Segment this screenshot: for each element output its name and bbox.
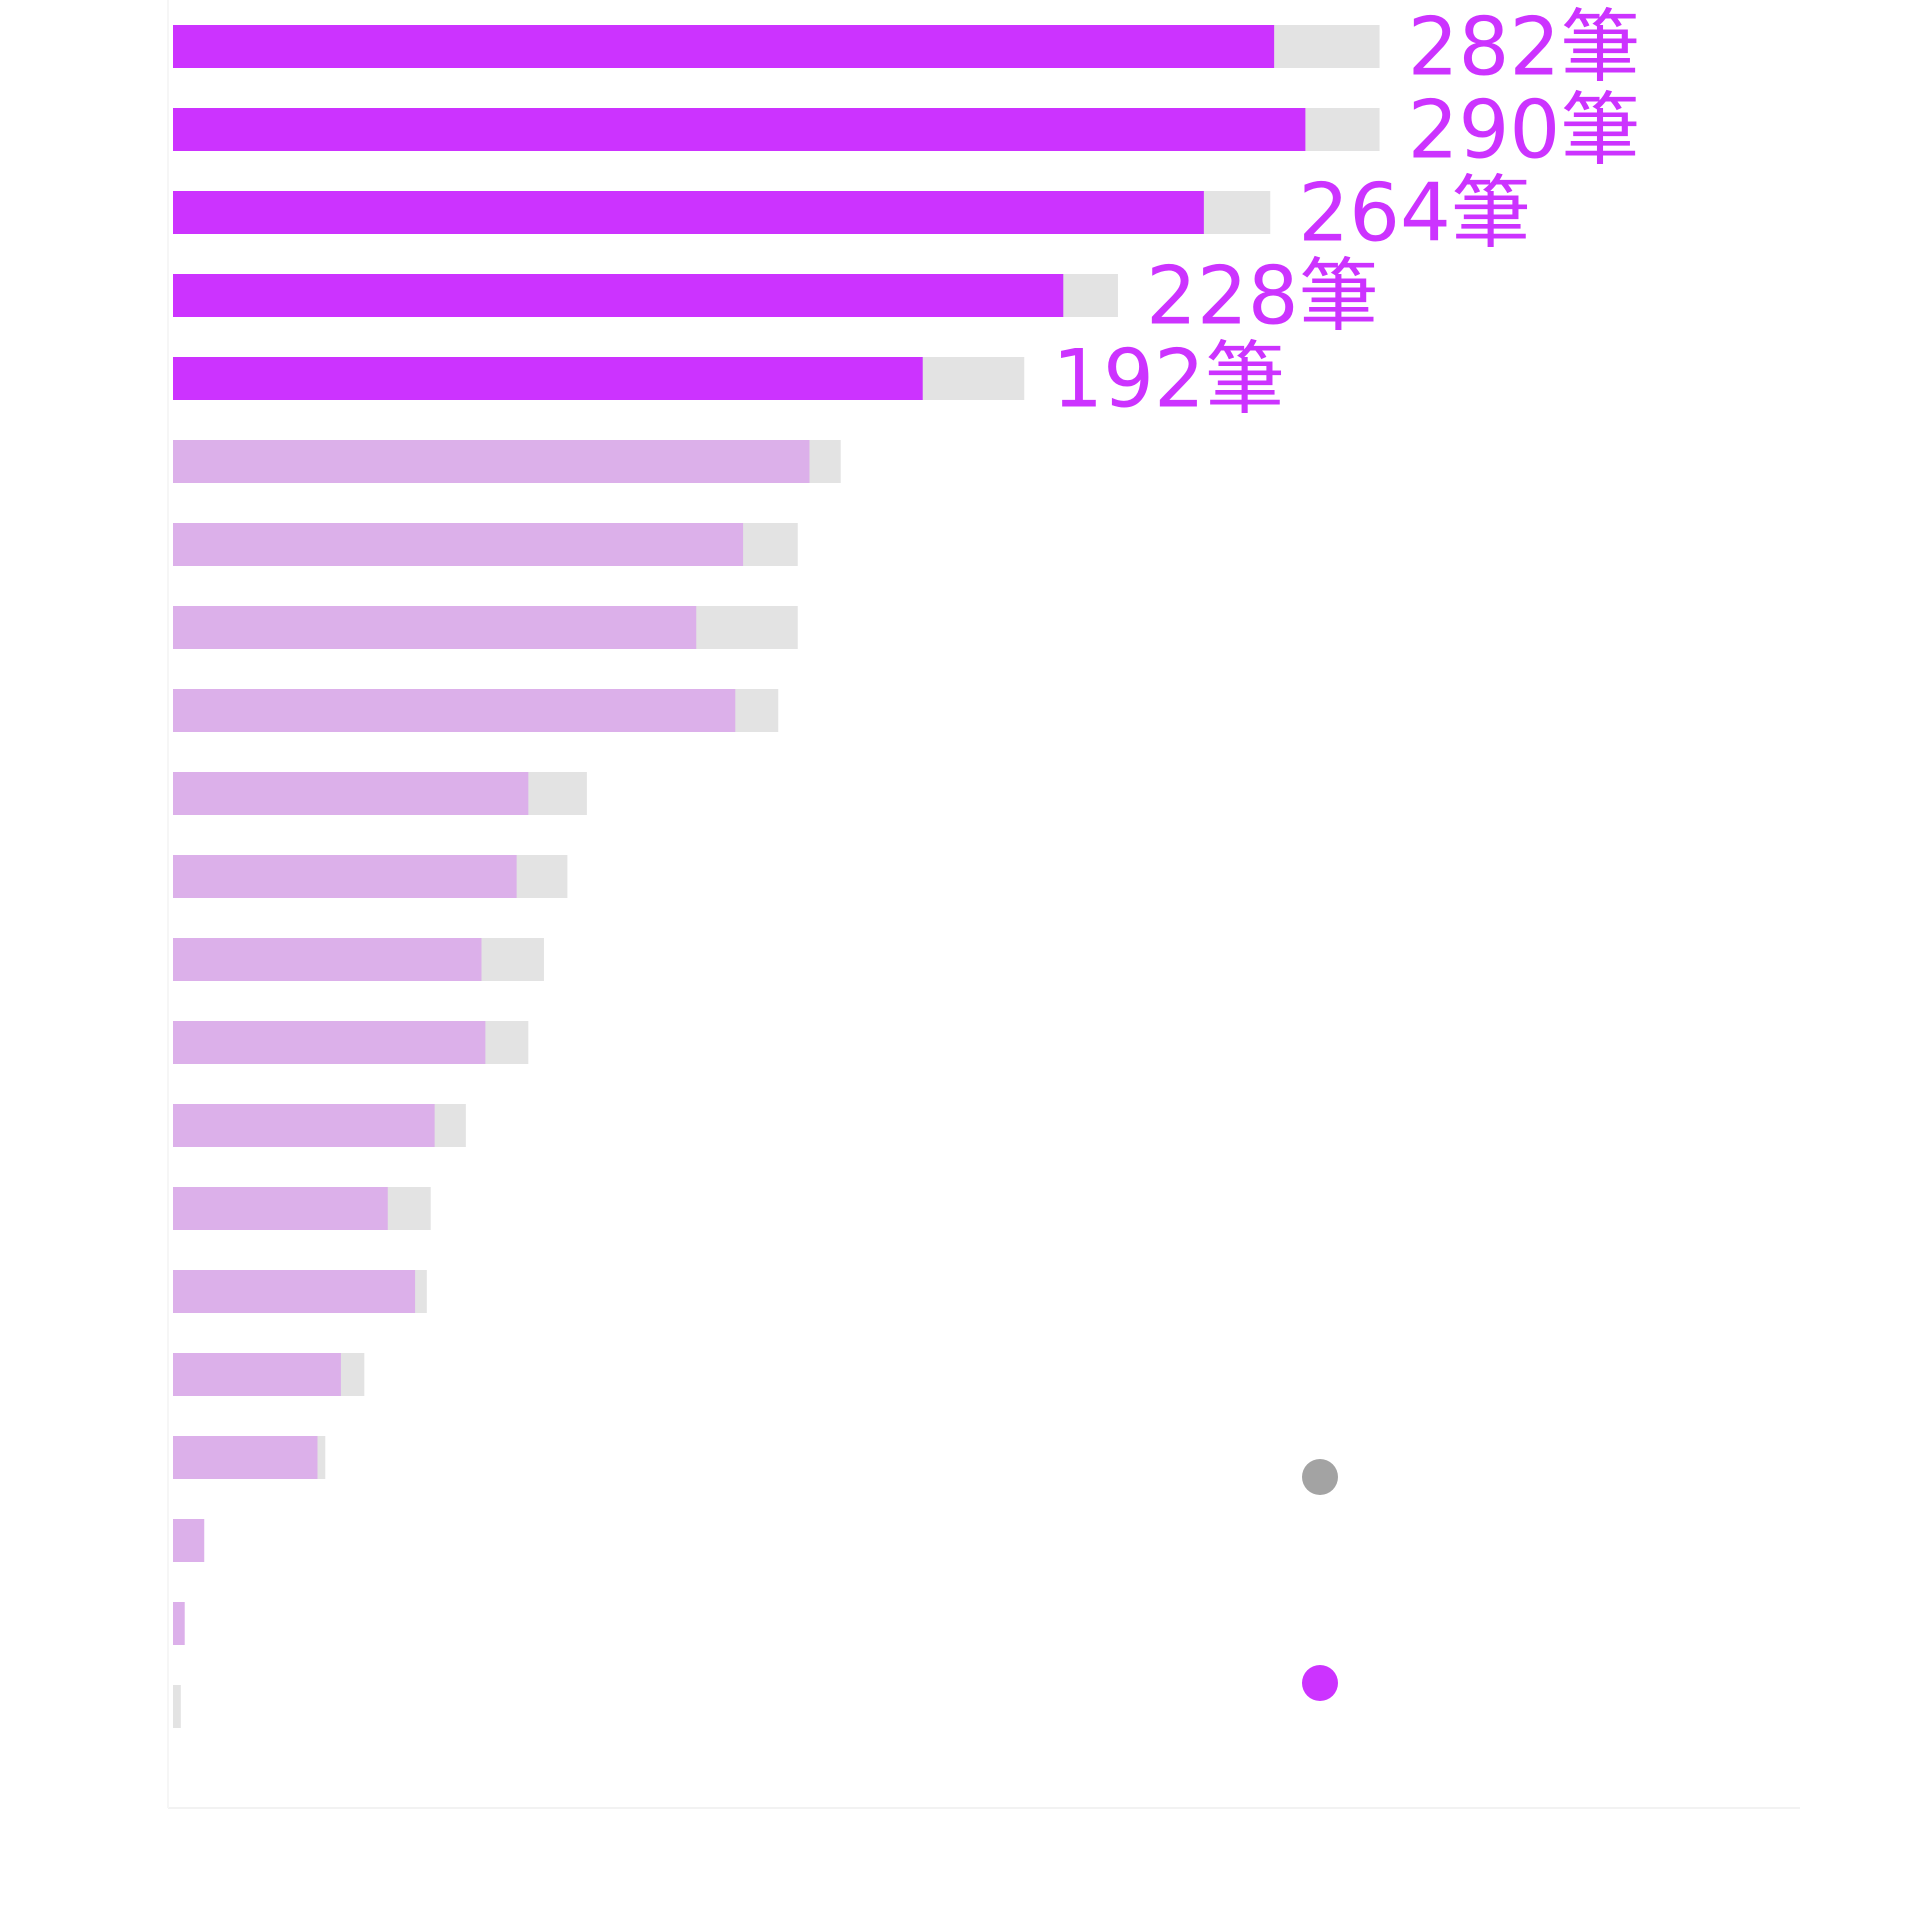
data-label-0: 282筆 [1408, 1, 1641, 94]
bar-value-11 [173, 938, 482, 981]
bars-group [167, 0, 1800, 1809]
bar-value-5 [173, 440, 810, 483]
bar-value-12 [173, 1021, 486, 1064]
bar-value-9 [173, 772, 529, 815]
bar-value-1 [173, 108, 1306, 151]
legend [1302, 1459, 1338, 1701]
data-label-4: 192筆 [1052, 333, 1285, 426]
bar-total-20 [173, 1685, 181, 1728]
bar-value-2 [173, 191, 1204, 234]
legend-marker-1 [1302, 1665, 1338, 1701]
bar-value-6 [173, 523, 744, 566]
bar-value-3 [173, 274, 1064, 317]
bar-value-13 [173, 1104, 435, 1147]
data-label-2: 264筆 [1298, 167, 1531, 260]
bar-value-7 [173, 606, 697, 649]
bar-value-4 [173, 357, 923, 400]
bar-value-8 [173, 689, 736, 732]
bar-value-16 [173, 1353, 341, 1396]
bar-value-10 [173, 855, 517, 898]
bar-value-17 [173, 1436, 318, 1479]
bar-value-15 [173, 1270, 416, 1313]
bar-value-19 [173, 1602, 185, 1645]
bar-value-14 [173, 1187, 388, 1230]
data-label-1: 290筆 [1408, 84, 1641, 177]
data-label-3: 228筆 [1146, 250, 1379, 343]
bar-value-0 [173, 25, 1275, 68]
legend-marker-0 [1302, 1459, 1338, 1495]
bar-value-18 [173, 1519, 205, 1562]
